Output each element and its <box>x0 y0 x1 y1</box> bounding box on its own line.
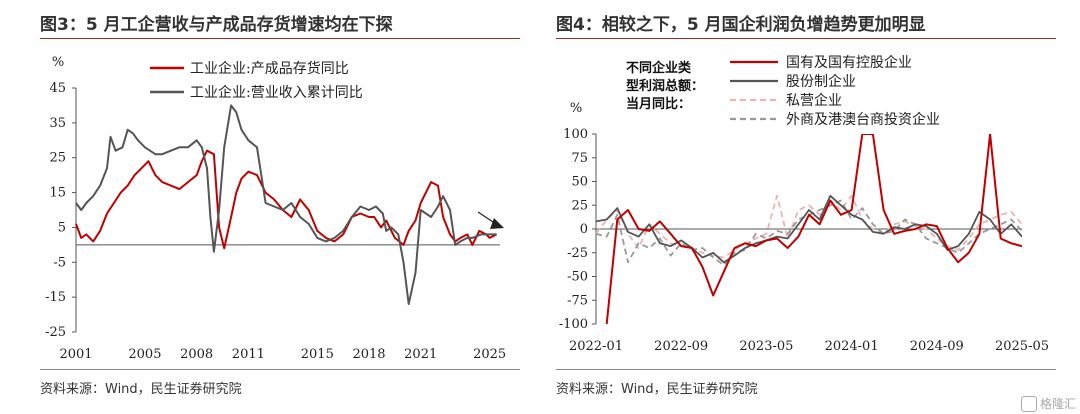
left-y-tick-label: 45 <box>49 81 66 96</box>
right-x-tick-label: 2022-01 <box>569 339 623 354</box>
left-y-tick-label: 15 <box>49 186 66 201</box>
left-y-unit-label: % <box>52 55 64 70</box>
right-y-tick-label: 0 <box>580 222 588 237</box>
left-x-tick-label: 2011 <box>232 347 265 362</box>
right-x-tick-label: 2025-05 <box>995 339 1049 354</box>
left-source: 资料来源：Wind，民生证券研究院 <box>40 382 242 397</box>
left-figure-title: 图3：5 月工企营收与产成品存货增速均在下探 <box>40 15 393 35</box>
left-y-tick-label: 5 <box>58 220 66 235</box>
right-y-tick-label: -50 <box>567 270 588 285</box>
left-source-rule <box>40 369 520 370</box>
left-title-rule <box>40 38 520 39</box>
right-chart: -100 -75 -50 -25 0 25 50 75 100% 2022-01 2022-09 20… <box>559 54 1049 354</box>
left-y-tick-label: 25 <box>49 151 66 166</box>
left-series-inventory <box>75 149 498 250</box>
left-trend-arrow-head <box>490 218 504 229</box>
left-x-tick-label: 2025 <box>473 347 506 362</box>
left-x-tick-label: 2018 <box>352 347 385 362</box>
right-legend-label: 国有及国有控股企业 <box>786 54 912 71</box>
watermark-text: 格隆汇 <box>1039 396 1076 411</box>
right-y-tick-label: 75 <box>571 151 588 166</box>
right-legend-note: 不同企业类 <box>626 60 692 76</box>
watermark-logo-icon <box>1020 396 1037 412</box>
left-y-tick-label: -25 <box>45 325 66 340</box>
right-y-tick-label: 25 <box>571 198 588 213</box>
right-legend-note: 当月同比： <box>626 96 691 112</box>
right-legend-label: 外商及港澳台商投资企业 <box>786 111 940 128</box>
right-y-tick-label: -75 <box>567 293 588 308</box>
right-x-tick-label: 2024-09 <box>910 339 964 354</box>
right-y-tick-label: -100 <box>559 317 588 332</box>
right-y-tick-label: -25 <box>567 246 588 261</box>
right-x-tick-label: 2023-05 <box>739 339 793 354</box>
left-x-tick-label: 2015 <box>301 347 334 362</box>
right-series-private <box>596 194 1022 259</box>
right-source: 资料来源：Wind，民生证券研究院 <box>556 382 758 397</box>
right-legend-note: 型利润总额： <box>626 78 704 94</box>
watermark: 格隆汇 <box>1020 395 1076 412</box>
left-x-tick-label: 2001 <box>59 347 92 362</box>
left-x-tick-label: 2021 <box>404 347 437 362</box>
right-source-rule <box>556 369 1056 370</box>
right-figure-title: 图4：相较之下，5 月国企利润负增趋势更加明显 <box>556 15 926 35</box>
left-x-tick-label: 2008 <box>180 347 213 362</box>
left-y-tick-label: -15 <box>45 290 66 305</box>
right-y-unit-label: % <box>570 101 582 116</box>
right-x-tick-label: 2024-01 <box>825 339 879 354</box>
right-y-tick-label: 100 <box>563 127 588 142</box>
left-chart: -25 -15 -5 5 15 25 35 45% 2001 2005 2008 2011 2015 20… <box>45 55 506 362</box>
right-x-tick-label: 2022-09 <box>654 339 708 354</box>
left-legend-label: 工业企业:产成品存货同比 <box>190 60 349 77</box>
right-series-joint-stock <box>596 194 1022 264</box>
right-legend-label: 私营企业 <box>786 92 842 109</box>
left-y-tick-label: -5 <box>53 255 66 270</box>
left-series-revenue <box>75 104 497 306</box>
right-title-rule <box>556 38 1056 39</box>
left-x-tick-label: 2005 <box>128 347 161 362</box>
left-legend-label: 工业企业:营业收入累计同比 <box>190 84 363 101</box>
right-y-tick-label: 50 <box>571 175 588 190</box>
left-y-tick-label: 35 <box>49 116 66 131</box>
right-legend-label: 股份制企业 <box>786 73 856 90</box>
right-series-state-owned <box>605 134 1022 324</box>
